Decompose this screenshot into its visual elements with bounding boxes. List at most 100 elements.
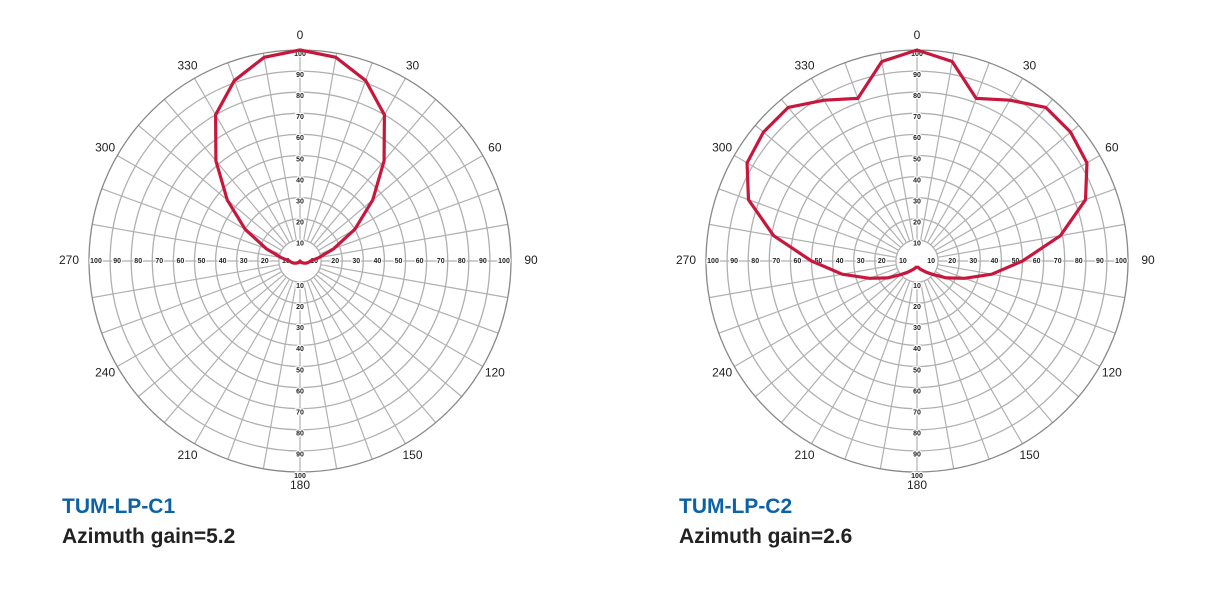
radial-tick-label: 30 bbox=[857, 258, 865, 265]
radial-tick-label: 70 bbox=[1054, 258, 1062, 265]
spoke bbox=[137, 274, 285, 398]
spoke bbox=[315, 274, 463, 398]
radial-tick-label: 70 bbox=[772, 258, 780, 265]
chart-subtitle: Azimuth gain=2.6 bbox=[679, 525, 852, 548]
radial-tick-label: 20 bbox=[948, 258, 956, 265]
radial-tick-label: 40 bbox=[991, 258, 999, 265]
radial-tick-label: 10 bbox=[310, 258, 318, 265]
radial-tick-label: 100 bbox=[90, 258, 102, 265]
spoke bbox=[319, 188, 499, 255]
radial-tick-label: 100 bbox=[707, 258, 719, 265]
spoke bbox=[934, 154, 1101, 251]
spoke bbox=[262, 53, 297, 241]
spoke bbox=[932, 274, 1080, 398]
angle-tick-label: 30 bbox=[406, 58, 420, 72]
radial-tick-label: 10 bbox=[913, 241, 921, 248]
radial-tick-label: 40 bbox=[913, 346, 921, 353]
spoke bbox=[320, 264, 508, 299]
spoke bbox=[306, 280, 373, 460]
spoke bbox=[844, 280, 911, 460]
angle-tick-label: 90 bbox=[524, 253, 538, 267]
spoke bbox=[733, 271, 900, 368]
radial-tick-label: 70 bbox=[155, 258, 163, 265]
angle-tick-label: 240 bbox=[712, 366, 732, 380]
radial-tick-label: 60 bbox=[913, 388, 921, 395]
grid-circle bbox=[747, 91, 1087, 431]
radial-tick-label: 70 bbox=[913, 410, 921, 417]
radial-tick-label: 80 bbox=[296, 93, 304, 100]
grid-circle bbox=[130, 91, 470, 431]
spoke bbox=[101, 267, 281, 334]
radial-tick-label: 30 bbox=[913, 199, 921, 206]
spoke bbox=[92, 223, 280, 258]
spoke bbox=[780, 276, 904, 424]
radial-tick-label: 70 bbox=[296, 114, 304, 121]
spoke bbox=[137, 124, 285, 248]
radial-tick-label: 10 bbox=[899, 258, 907, 265]
angle-tick-label: 300 bbox=[712, 141, 732, 155]
radial-tick-label: 90 bbox=[730, 258, 738, 265]
grid-circle bbox=[172, 133, 428, 389]
radial-tick-label: 60 bbox=[177, 258, 185, 265]
radial-tick-label: 20 bbox=[913, 304, 921, 311]
spoke bbox=[934, 271, 1101, 368]
radial-tick-label: 30 bbox=[240, 258, 248, 265]
angle-tick-label: 150 bbox=[1019, 448, 1039, 462]
radial-tick-label: 30 bbox=[296, 325, 304, 332]
angle-tick-label: 180 bbox=[290, 478, 310, 492]
radial-tick-label: 100 bbox=[911, 473, 923, 480]
radial-tick-label: 50 bbox=[395, 258, 403, 265]
radial-tick-label: 90 bbox=[913, 72, 921, 79]
radial-tick-label: 80 bbox=[1075, 258, 1083, 265]
grid-circle bbox=[874, 218, 960, 304]
spoke bbox=[733, 154, 900, 251]
spoke bbox=[810, 77, 907, 244]
spoke bbox=[932, 124, 1080, 248]
spoke bbox=[930, 98, 1054, 246]
spoke bbox=[937, 264, 1125, 299]
grid-circle bbox=[193, 154, 407, 368]
spoke bbox=[709, 223, 897, 258]
spoke bbox=[923, 62, 990, 242]
angle-tick-label: 0 bbox=[297, 28, 304, 42]
radial-tick-label: 50 bbox=[815, 258, 823, 265]
grid-circle bbox=[278, 239, 322, 283]
radial-tick-label: 60 bbox=[296, 135, 304, 142]
grid-circle bbox=[151, 112, 449, 410]
angle-tick-label: 210 bbox=[177, 448, 197, 462]
radial-tick-label: 60 bbox=[296, 388, 304, 395]
spoke bbox=[930, 276, 1054, 424]
radial-tick-label: 80 bbox=[458, 258, 466, 265]
spoke bbox=[116, 154, 283, 251]
radial-tick-label: 30 bbox=[296, 199, 304, 206]
spoke bbox=[844, 62, 911, 242]
radial-tick-label: 10 bbox=[913, 283, 921, 290]
grid-circle bbox=[214, 175, 386, 347]
radial-tick-label: 20 bbox=[878, 258, 886, 265]
angle-tick-label: 60 bbox=[488, 141, 502, 155]
radial-tick-label: 60 bbox=[794, 258, 802, 265]
spoke bbox=[879, 53, 914, 241]
radial-tick-label: 40 bbox=[296, 346, 304, 353]
spoke bbox=[920, 53, 955, 241]
radial-tick-label: 100 bbox=[911, 51, 923, 58]
angle-tick-label: 330 bbox=[177, 58, 197, 72]
grid-circle bbox=[768, 112, 1066, 410]
angle-tick-label: 270 bbox=[676, 253, 696, 267]
chart-subtitle: Azimuth gain=5.2 bbox=[62, 525, 235, 548]
pattern-curve bbox=[745, 48, 1089, 280]
radial-tick-label: 20 bbox=[296, 220, 304, 227]
spoke bbox=[927, 278, 1024, 445]
radial-tick-label: 30 bbox=[352, 258, 360, 265]
radial-tick-label: 60 bbox=[913, 135, 921, 142]
angle-tick-label: 60 bbox=[1105, 141, 1119, 155]
polar-chart: 10 10 10 10 20 20 20 20 30 30 30 30 40 40 40 40 50 50 50 50… bbox=[676, 28, 1155, 548]
radial-tick-label: 80 bbox=[296, 431, 304, 438]
spoke bbox=[116, 271, 283, 368]
radial-tick-label: 40 bbox=[913, 177, 921, 184]
radial-tick-label: 40 bbox=[374, 258, 382, 265]
angle-tick-label: 240 bbox=[95, 366, 115, 380]
radial-tick-label: 80 bbox=[913, 431, 921, 438]
radial-tick-label: 30 bbox=[913, 325, 921, 332]
spoke bbox=[923, 280, 990, 460]
